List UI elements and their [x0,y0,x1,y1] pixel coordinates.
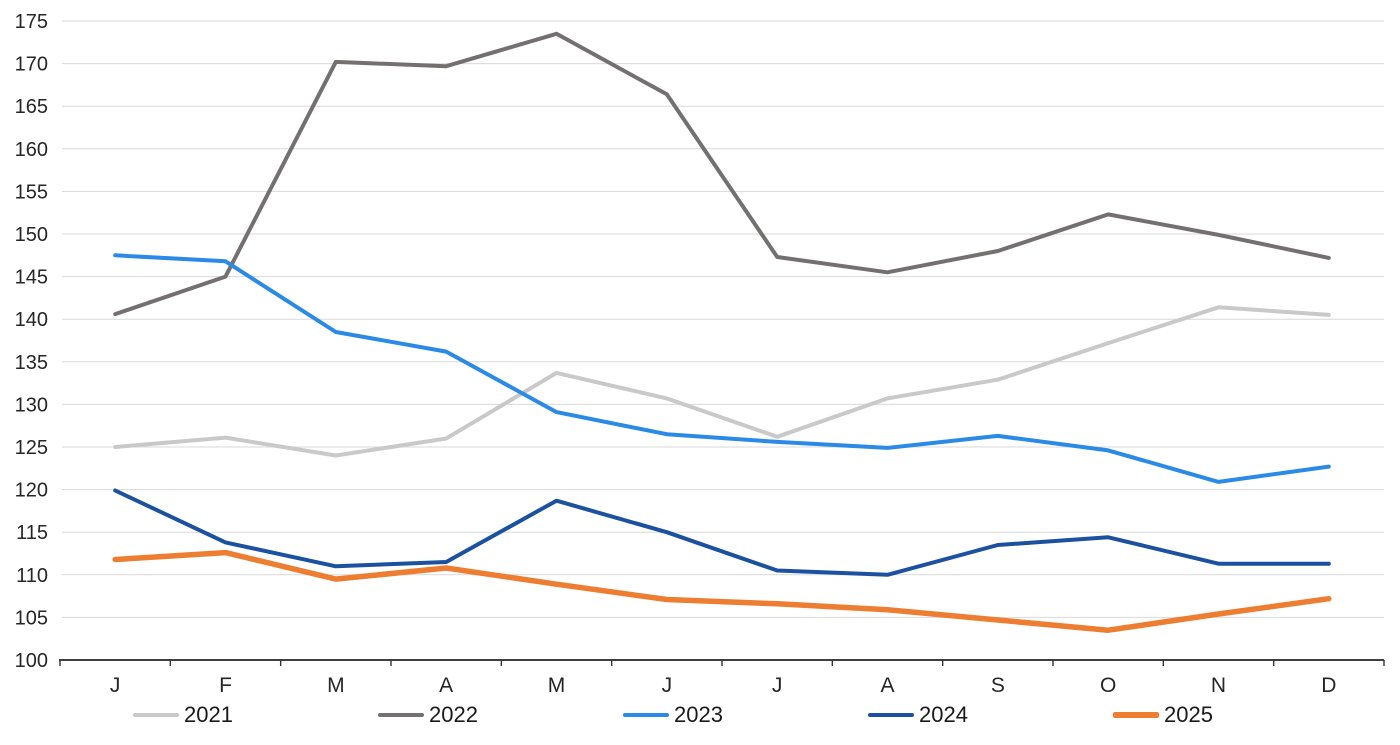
series-line-2021 [113,305,1331,458]
y-axis-tick-label: 160 [15,139,48,161]
series-line-2024 [113,488,1331,577]
y-axis-tick-label: 165 [15,96,48,118]
y-axis-tick-label: 145 [15,267,48,289]
x-axis-month-label: A [880,674,894,697]
line-chart: 100 105 110 115 120 125 130 135 140 145 150 155 160 1… [15,11,1385,697]
y-axis-tick-label: 125 [15,437,48,459]
x-axis-month-label: D [1321,674,1336,697]
y-axis-tick-label: 120 [15,480,48,502]
legend-item-2022: 2022 [378,701,478,729]
legend-item-2025: 2025 [1113,701,1213,729]
x-axis-month-label: J [110,674,121,697]
y-axis-tick-label: 115 [16,522,48,544]
legend-label-2023: 2023 [674,702,723,727]
series-line-2025 [112,549,1332,633]
legend-swatch-2022 [378,713,424,717]
legend-label-2021: 2021 [184,702,233,727]
legend-swatch-2025 [1113,712,1159,718]
y-axis-tick-label: 150 [15,224,48,246]
legend-swatch-2021 [133,713,179,717]
legend-item-2024: 2024 [868,701,968,729]
y-axis-tick-label: 105 [15,607,48,629]
x-axis-month-label: M [327,674,345,697]
y-axis-tick-label: 175 [15,11,48,33]
chart-legend: 2021 2022 2023 2024 2025 [0,701,1400,731]
x-axis-month-label: A [439,674,453,697]
x-axis-month-label: O [1100,674,1116,697]
series-line-2023 [113,253,1331,484]
legend-swatch-2023 [623,713,669,717]
x-axis-month-label: M [548,674,566,697]
y-axis-tick-label: 140 [15,309,48,331]
x-axis-month-label: F [219,674,232,697]
x-axis-month-label: S [991,674,1005,697]
legend-item-2023: 2023 [623,701,723,729]
legend-swatch-2024 [868,713,914,717]
y-axis-tick-label: 100 [15,650,48,672]
x-axis-month-label: J [772,674,783,697]
y-axis-tick-label: 170 [15,54,48,76]
legend-item-2021: 2021 [133,701,233,729]
y-axis-tick-label: 130 [15,394,48,416]
y-axis-tick-label: 155 [15,181,48,203]
x-axis-month-label: N [1211,674,1226,697]
legend-label-2025: 2025 [1164,702,1213,727]
series-line-2022 [113,31,1331,317]
y-axis-tick-label: 110 [16,565,48,587]
legend-label-2022: 2022 [429,702,478,727]
legend-label-2024: 2024 [919,702,968,727]
y-axis-tick-label: 135 [15,352,48,374]
x-axis-month-label: J [662,674,673,697]
